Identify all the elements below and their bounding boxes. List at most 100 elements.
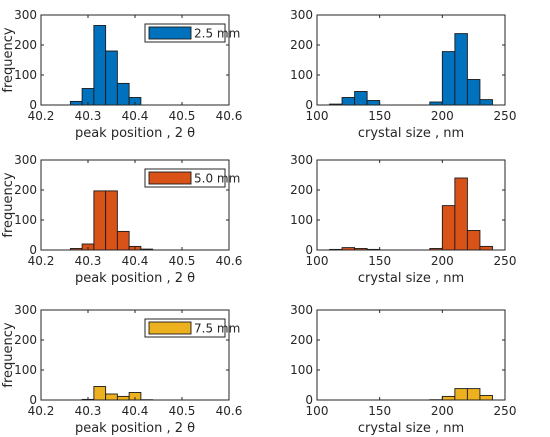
plot-frame — [316, 309, 506, 401]
y-tick-label: 0 — [29, 98, 37, 112]
y-tick-label: 300 — [14, 303, 37, 317]
histogram-bar — [454, 388, 468, 401]
x-tick-label: 40.4 — [122, 404, 149, 418]
histogram-bar — [93, 386, 107, 401]
x-tick-label: 250 — [494, 404, 517, 418]
x-axis-label: crystal size , nm — [358, 126, 464, 141]
x-tick-label: 250 — [494, 109, 517, 123]
x-tick-label: 40.6 — [216, 254, 243, 268]
legend-label: 2.5 mm — [194, 27, 240, 41]
y-tick-label: 200 — [14, 183, 37, 197]
y-tick-label: 200 — [14, 333, 37, 347]
x-tick-label: 200 — [431, 109, 454, 123]
y-tick-label: 300 — [290, 153, 313, 167]
y-tick-label: 0 — [29, 393, 37, 407]
legend: 2.5 mm — [144, 23, 240, 43]
x-tick-label: 40.6 — [216, 404, 243, 418]
x-tick-label: 40.3 — [75, 404, 102, 418]
x-tick-label: 40.5 — [169, 254, 196, 268]
x-tick-label: 40.5 — [169, 109, 196, 123]
x-tick-label: 40.2 — [28, 404, 55, 418]
y-tick-label: 300 — [14, 153, 37, 167]
legend-swatch — [148, 321, 192, 335]
histogram-bar — [69, 100, 83, 106]
y-tick-label: 100 — [14, 213, 37, 227]
histogram-panel: 40.2 40.3 40.4 40.5 40.6 0 100 200 300 peak posit… — [1, 303, 242, 436]
histogram-bar — [479, 245, 493, 251]
histogram-bar — [116, 82, 130, 106]
x-tick-label: 200 — [431, 404, 454, 418]
x-tick-label: 40.2 — [28, 109, 55, 123]
histogram-bar — [479, 395, 493, 401]
x-tick-label: 150 — [368, 109, 391, 123]
x-axis-label: peak position , 2 θ — [75, 126, 195, 141]
histogram-bar — [441, 395, 456, 401]
y-axis-label: frequency — [1, 172, 16, 238]
histogram-bar — [105, 50, 118, 106]
y-tick-label: 200 — [290, 333, 313, 347]
histogram-bar — [105, 190, 118, 251]
x-tick-label: 40.2 — [28, 254, 55, 268]
histogram-panel: 40.2 40.3 40.4 40.5 40.6 0 100 200 300 peak posit… — [1, 153, 242, 286]
x-axis-label: peak position , 2 θ — [75, 421, 195, 436]
x-axis-label: crystal size , nm — [358, 271, 464, 286]
histogram-bar — [366, 100, 381, 106]
x-tick-label: 40.4 — [122, 109, 149, 123]
y-axis-label: frequency — [1, 322, 16, 388]
histogram-bar — [93, 190, 107, 251]
x-tick-label: 100 — [306, 254, 329, 268]
x-tick-label: 200 — [431, 254, 454, 268]
legend-swatch — [148, 26, 192, 40]
x-tick-label: 40.6 — [216, 109, 243, 123]
x-tick-label: 40.5 — [169, 404, 196, 418]
legend-label: 7.5 mm — [194, 322, 240, 336]
x-tick-label: 40.4 — [122, 254, 149, 268]
y-tick-label: 100 — [14, 68, 37, 82]
histogram-bar — [454, 177, 468, 251]
x-axis-label: crystal size , nm — [358, 421, 464, 436]
x-tick-label: 100 — [306, 404, 329, 418]
y-tick-label: 300 — [290, 8, 313, 22]
histogram-panel: 40.2 40.3 40.4 40.5 40.6 0 100 200 300 peak posit… — [1, 8, 242, 141]
histogram-bar — [466, 79, 481, 106]
histogram-bar — [116, 395, 130, 401]
legend-label: 5.0 mm — [194, 172, 240, 186]
y-tick-label: 100 — [290, 363, 313, 377]
plot-frame — [316, 14, 506, 106]
histogram-bar — [441, 51, 456, 106]
histogram-bar — [441, 205, 456, 251]
histogram-bar — [116, 230, 130, 251]
histogram-bar — [93, 25, 107, 106]
y-tick-label: 300 — [14, 8, 37, 22]
y-tick-label: 0 — [29, 243, 37, 257]
legend-swatch — [148, 171, 192, 185]
plot-frame — [316, 159, 506, 251]
x-tick-label: 100 — [306, 109, 329, 123]
histogram-bar — [354, 91, 368, 106]
y-tick-label: 0 — [305, 98, 313, 112]
histogram-bar — [466, 230, 481, 251]
y-tick-label: 100 — [290, 68, 313, 82]
y-tick-label: 200 — [290, 183, 313, 197]
y-tick-label: 100 — [290, 213, 313, 227]
x-axis-label: peak position , 2 θ — [75, 271, 195, 286]
x-tick-label: 40.3 — [75, 254, 102, 268]
histogram-bar — [341, 97, 356, 106]
y-tick-label: 300 — [290, 303, 313, 317]
x-tick-label: 40.3 — [75, 109, 102, 123]
x-tick-label: 150 — [368, 254, 391, 268]
histogram-bar — [466, 388, 481, 401]
legend: 5.0 mm — [144, 168, 240, 188]
y-tick-label: 0 — [305, 393, 313, 407]
y-tick-label: 200 — [290, 38, 313, 52]
histogram-bar — [454, 33, 468, 106]
y-tick-label: 100 — [14, 363, 37, 377]
y-axis-label: frequency — [1, 27, 16, 93]
y-tick-label: 0 — [305, 243, 313, 257]
x-tick-label: 150 — [368, 404, 391, 418]
legend: 7.5 mm — [144, 318, 240, 338]
